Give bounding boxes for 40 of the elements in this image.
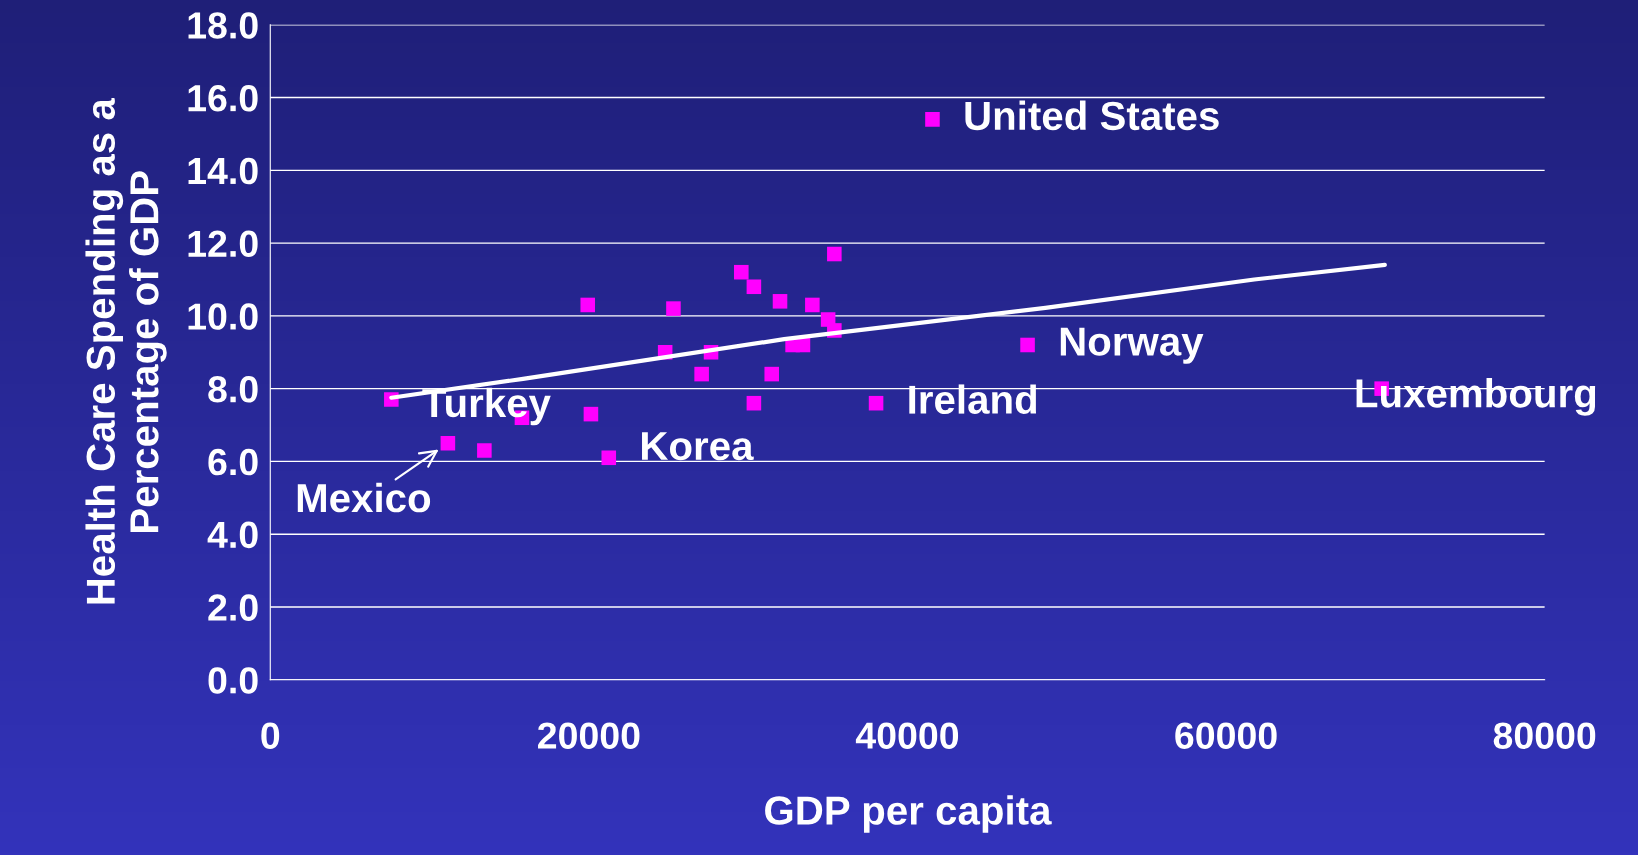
y-tick-label: 8.0 bbox=[208, 376, 258, 403]
point bbox=[868, 395, 884, 411]
point bbox=[1020, 337, 1035, 353]
point bbox=[666, 301, 681, 316]
x-tick-label: 80000 bbox=[1493, 722, 1596, 749]
point bbox=[764, 366, 780, 382]
annotation: Norway bbox=[1060, 327, 1204, 364]
x-tick-label: 0 bbox=[261, 722, 280, 749]
point bbox=[440, 435, 456, 451]
y-axis-title: Health Care Spending as a Percentage of GDP bbox=[85, 97, 167, 604]
annotation: Korea bbox=[642, 432, 754, 461]
y-tick-label: 14.0 bbox=[188, 157, 258, 185]
y-tick-label: 18.0 bbox=[188, 12, 258, 39]
x-axis-title: GDP per capita bbox=[765, 795, 1052, 833]
point bbox=[805, 297, 820, 313]
point bbox=[746, 279, 762, 295]
y-tick-label: 6.0 bbox=[208, 448, 258, 476]
y-tick-label: 4.0 bbox=[207, 521, 258, 549]
point bbox=[827, 246, 842, 262]
point bbox=[925, 112, 940, 127]
annotation: United States bbox=[965, 100, 1219, 131]
point bbox=[694, 366, 709, 382]
x-tick-label: 40000 bbox=[855, 722, 959, 749]
annotation: Mexico bbox=[297, 482, 431, 513]
y-tick-label: 2.0 bbox=[208, 594, 258, 621]
point bbox=[583, 406, 599, 422]
y-tick-label: 10.0 bbox=[188, 303, 258, 330]
point bbox=[746, 395, 762, 411]
point bbox=[580, 297, 596, 313]
x-tick-label: 20000 bbox=[538, 722, 640, 749]
x-tick-label: 60000 bbox=[1175, 722, 1277, 749]
y-tick-label: 12.0 bbox=[188, 230, 258, 258]
annotation: Ireland bbox=[909, 384, 1037, 415]
point bbox=[734, 264, 749, 280]
annotation: Luxembourg bbox=[1356, 378, 1596, 416]
point bbox=[477, 443, 492, 458]
y-tick-label: 16.0 bbox=[188, 84, 258, 112]
point bbox=[601, 450, 617, 466]
y-tick-label: 0.0 bbox=[208, 667, 258, 694]
point bbox=[772, 294, 788, 309]
